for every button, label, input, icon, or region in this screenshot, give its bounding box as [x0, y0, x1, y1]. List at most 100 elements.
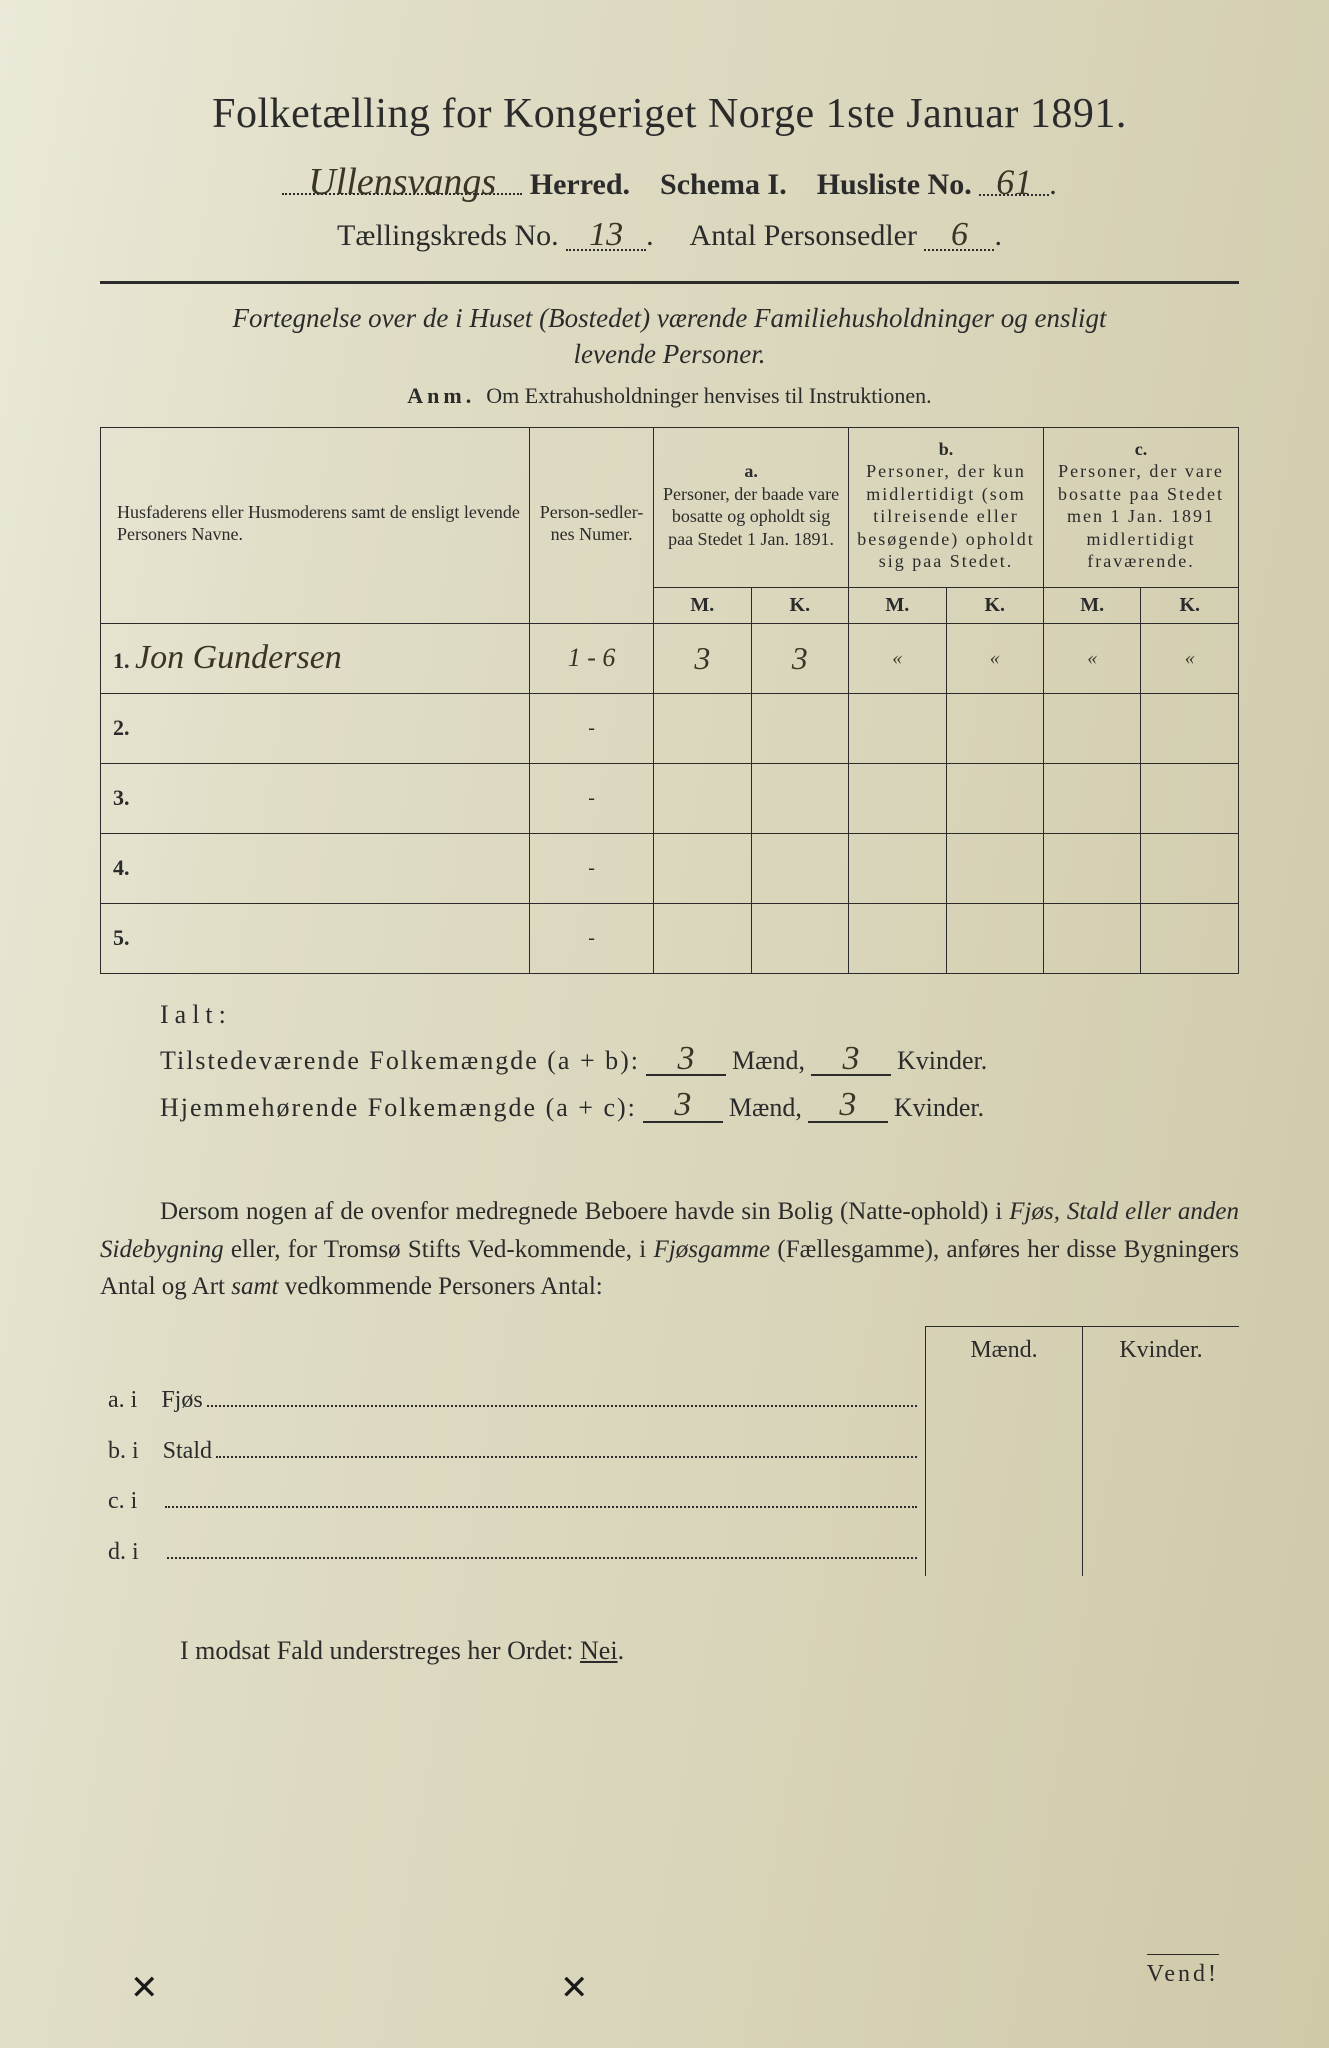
table-row: 4. - [101, 833, 1239, 903]
col-b-k: K. [946, 587, 1043, 623]
tot2-kvinder: Kvinder. [894, 1093, 984, 1123]
totals-line-1: Tilstedeværende Folkemængde (a + b): 3 M… [160, 1044, 1239, 1077]
header-line-3: Tællingskreds No. 13. Antal Personsedler… [100, 216, 1239, 253]
cell-numer: - [530, 763, 654, 833]
col-numer: Person-sedler-nes Numer. [530, 427, 654, 623]
cell-c-k [1141, 833, 1239, 903]
side-col-kvinder: Kvinder. [1083, 1326, 1240, 1374]
side-row: a. i Fjøs [100, 1374, 1239, 1425]
side-row: c. i [100, 1475, 1239, 1526]
table-row: 5. - [101, 903, 1239, 973]
herred-label: Herred. [530, 168, 630, 201]
tot2-maend: Mænd, [729, 1093, 802, 1123]
main-table: Husfaderens eller Husmoderens samt de en… [100, 427, 1239, 974]
cell-b-m [849, 833, 946, 903]
col-c-m: M. [1043, 587, 1140, 623]
cell-a-m: 3 [654, 623, 751, 693]
cell-a-k [751, 903, 848, 973]
cell-name: 5. [101, 903, 530, 973]
cell-b-m [849, 903, 946, 973]
tot2-k: 3 [808, 1090, 888, 1123]
cell-a-k [751, 693, 848, 763]
col-c-text: Personer, der vare bosatte paa Stedet me… [1058, 461, 1224, 571]
col-a-label: a. [744, 461, 758, 481]
kreds-label: Tællingskreds No. [337, 219, 559, 252]
tot1-kvinder: Kvinder. [897, 1046, 987, 1076]
cell-name: 2. [101, 693, 530, 763]
cell-c-m: « [1043, 623, 1140, 693]
cell-c-k [1141, 763, 1239, 833]
side-row-m [926, 1525, 1083, 1576]
col-names-text: Husfaderens eller Husmoderens samt de en… [117, 502, 520, 545]
side-row-m [926, 1374, 1083, 1425]
cell-b-k: « [946, 623, 1043, 693]
col-c-k: K. [1141, 587, 1239, 623]
horizontal-rule [100, 281, 1239, 284]
cell-c-m [1043, 833, 1140, 903]
cell-b-m [849, 693, 946, 763]
antal-no: 6 [951, 216, 968, 253]
col-c-label: c. [1135, 439, 1148, 459]
cell-c-m [1043, 693, 1140, 763]
side-row-m [926, 1475, 1083, 1526]
side-row: d. i [100, 1525, 1239, 1576]
col-a-k: K. [751, 587, 848, 623]
modsat-text: I modsat Fald understreges her Ordet: Ne… [180, 1636, 624, 1665]
scan-mark-icon: ✕ [130, 1968, 159, 2008]
anm-label: Anm. [407, 383, 475, 408]
page-title: Folketælling for Kongeriget Norge 1ste J… [100, 90, 1239, 138]
cell-numer: - [530, 903, 654, 973]
modsat-line: I modsat Fald understreges her Ordet: Ne… [180, 1636, 1239, 1666]
cell-b-k [946, 763, 1043, 833]
cell-numer: - [530, 693, 654, 763]
col-b-label: b. [939, 439, 954, 459]
col-a-text: Personer, der baade vare bosatte og opho… [663, 484, 839, 549]
antal-label: Antal Personsedler [690, 219, 917, 252]
cell-a-m [654, 833, 751, 903]
cell-a-k [751, 833, 848, 903]
tot1-m: 3 [646, 1044, 726, 1077]
schema-label: Schema I. [660, 168, 787, 201]
tot2-label: Hjemmehørende Folkemængde (a + c): [160, 1093, 637, 1123]
tot2-m: 3 [643, 1090, 723, 1123]
col-names: Husfaderens eller Husmoderens samt de en… [101, 427, 530, 623]
col-b-m: M. [849, 587, 946, 623]
side-row-k [1083, 1374, 1240, 1425]
cell-a-k [751, 763, 848, 833]
side-paragraph: Dersom nogen af de ovenfor medregnede Be… [100, 1193, 1239, 1306]
side-col-maend: Mænd. [926, 1326, 1083, 1374]
side-table: Mænd. Kvinder. a. i Fjøs b. i Stald c. i… [100, 1326, 1239, 1576]
cell-b-k [946, 693, 1043, 763]
cell-name: 4. [101, 833, 530, 903]
header-line-2: Ullensvangs Herred. Schema I. Husliste N… [100, 160, 1239, 202]
side-row-m [926, 1424, 1083, 1475]
cell-b-m [849, 763, 946, 833]
table-row: 1. Jon Gundersen1 - 633«««« [101, 623, 1239, 693]
cell-b-k [946, 903, 1043, 973]
cell-c-m [1043, 903, 1140, 973]
cell-b-k [946, 833, 1043, 903]
cell-a-m [654, 693, 751, 763]
cell-b-m: « [849, 623, 946, 693]
col-b: b. Personer, der kun midlertidigt (som t… [849, 427, 1044, 587]
side-row-label: c. i [100, 1475, 926, 1526]
cell-numer: 1 - 6 [530, 623, 654, 693]
side-row: b. i Stald [100, 1424, 1239, 1475]
cell-name: 3. [101, 763, 530, 833]
kreds-no: 13 [589, 216, 623, 253]
tot1-k: 3 [811, 1044, 891, 1077]
husliste-label: Husliste No. [817, 168, 972, 201]
cell-a-m [654, 903, 751, 973]
cell-numer: - [530, 833, 654, 903]
col-b-text: Personer, der kun midlertidigt (som tilr… [857, 461, 1034, 571]
cell-name: 1. Jon Gundersen [101, 623, 530, 693]
anm-text: Om Extrahusholdninger henvises til Instr… [486, 383, 931, 408]
cell-c-k [1141, 693, 1239, 763]
herred-handwritten: Ullensvangs [308, 161, 496, 203]
cell-c-k: « [1141, 623, 1239, 693]
tot1-maend: Mænd, [732, 1046, 805, 1076]
col-a-m: M. [654, 587, 751, 623]
tot1-label: Tilstedeværende Folkemængde (a + b): [160, 1046, 640, 1076]
side-row-label: a. i Fjøs [100, 1374, 926, 1425]
side-row-k [1083, 1424, 1240, 1475]
